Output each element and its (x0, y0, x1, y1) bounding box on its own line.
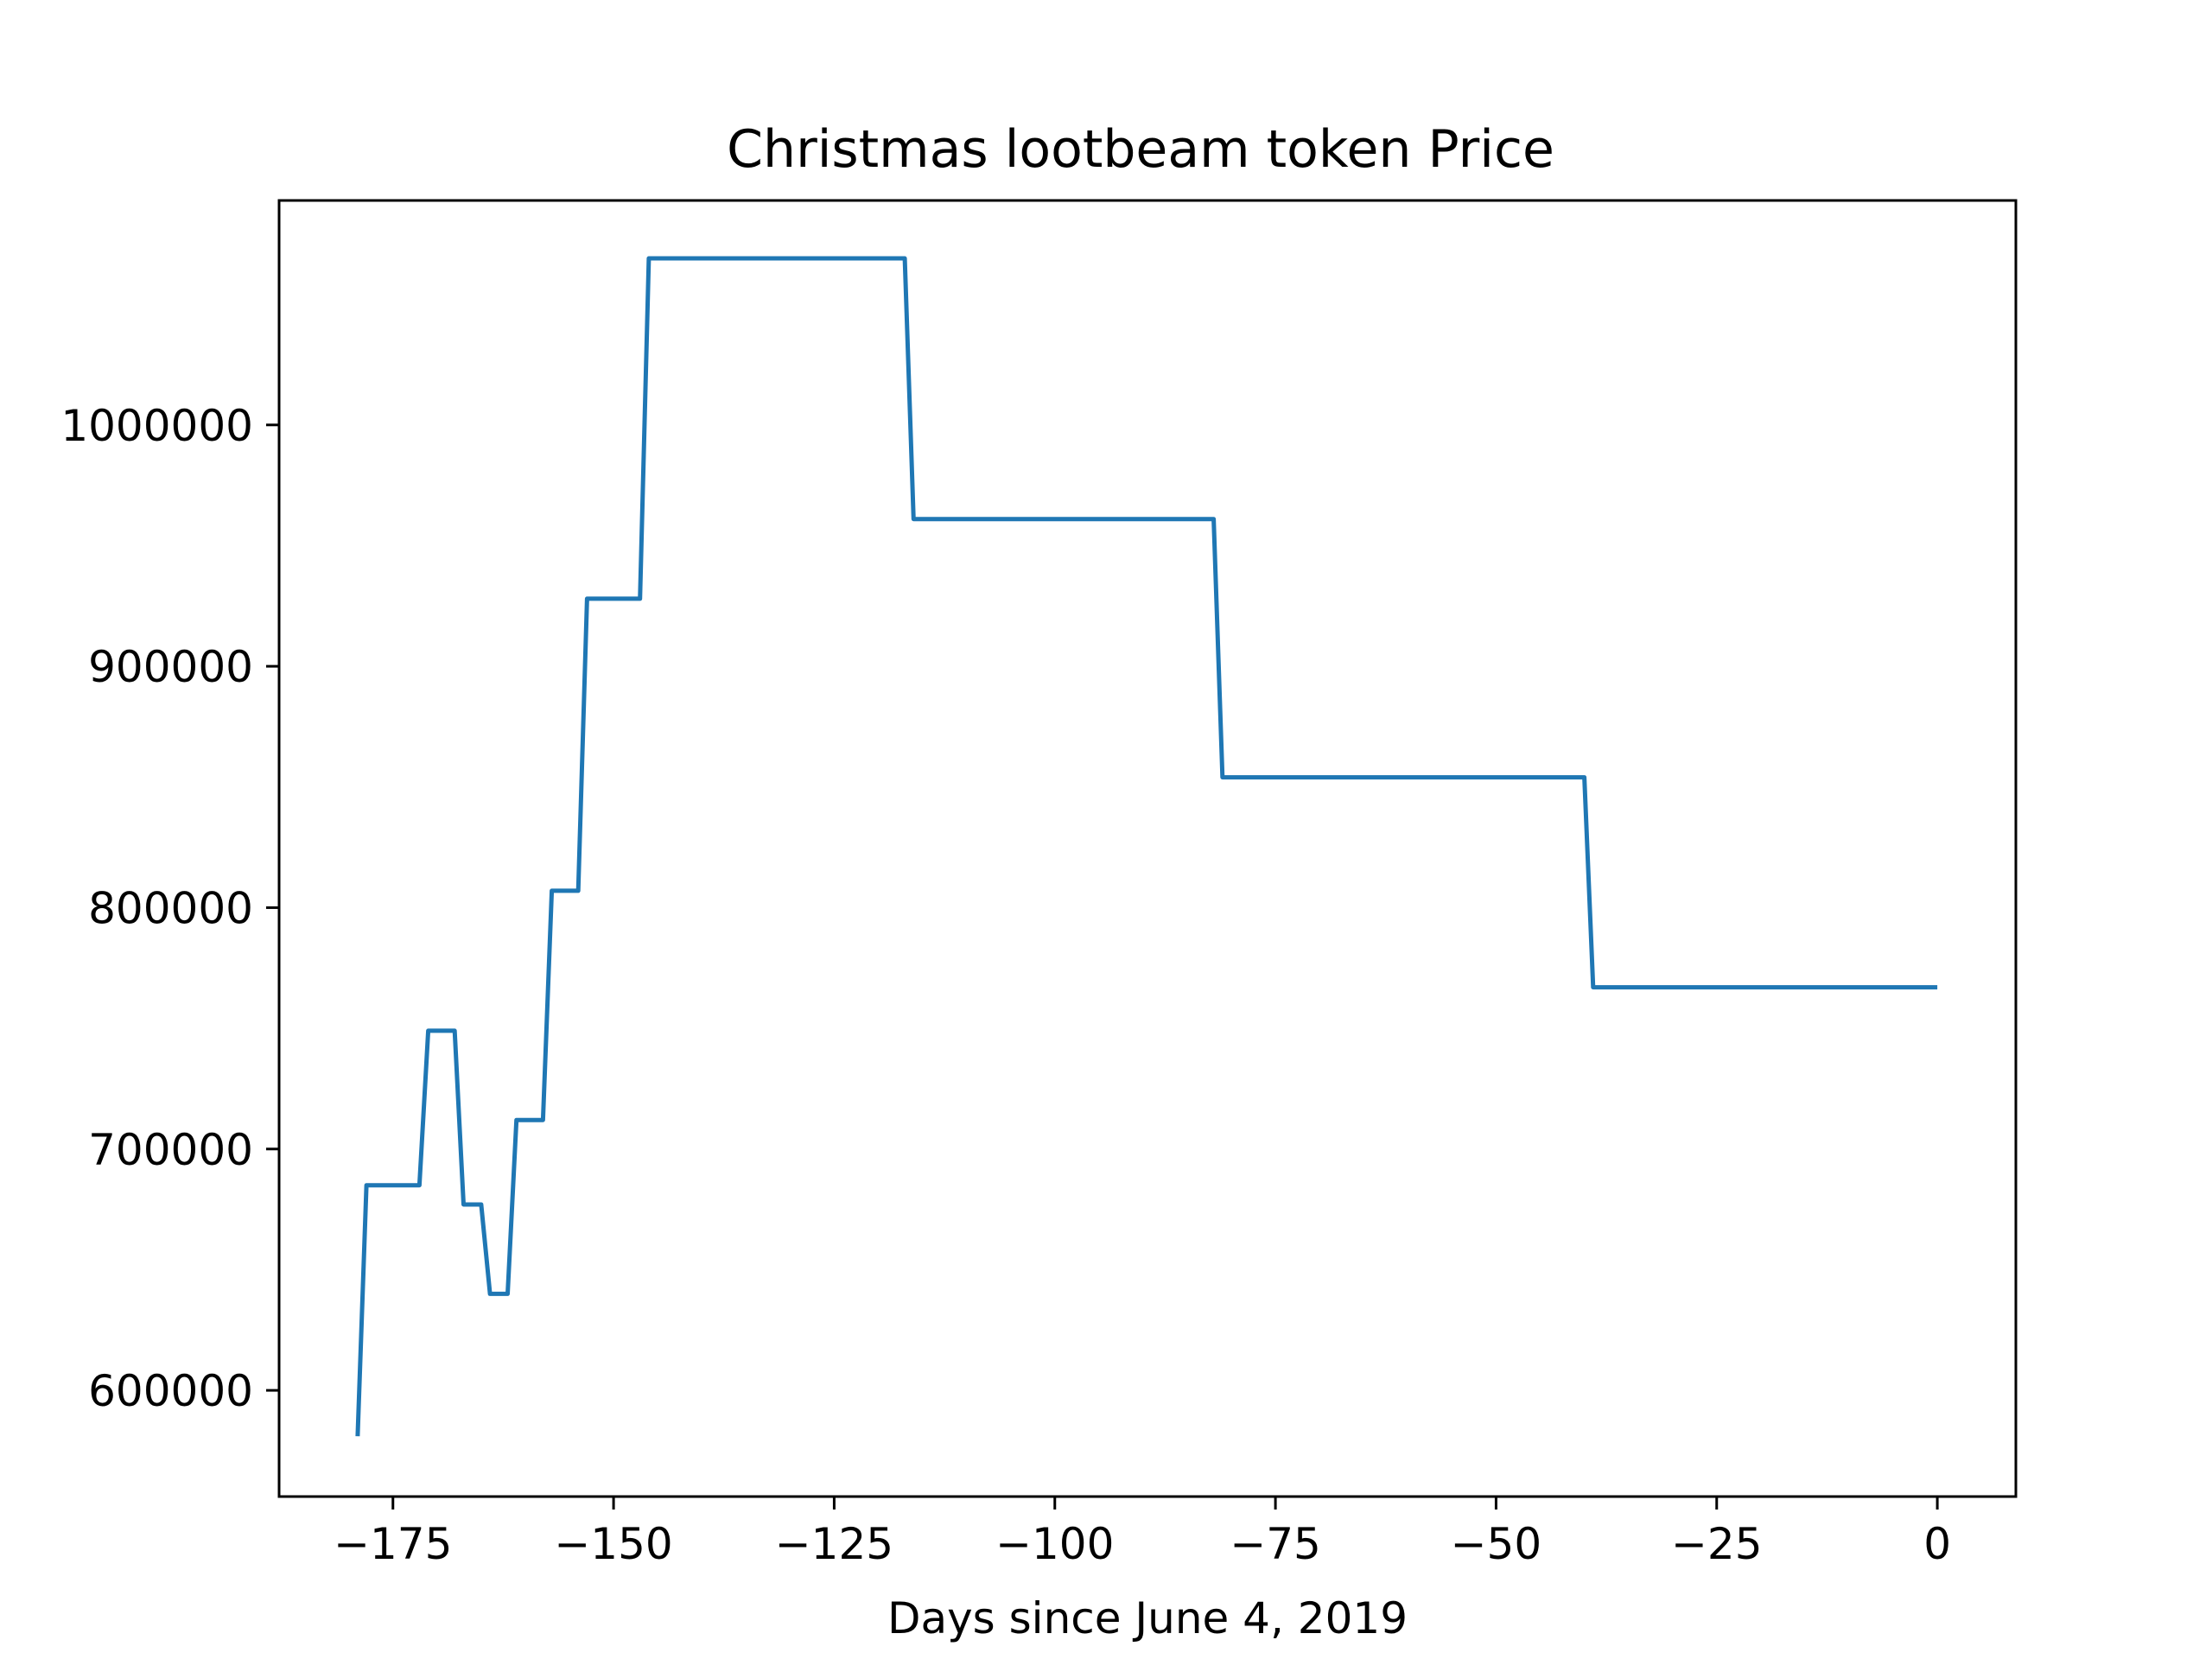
y-tick-label: 700000 (88, 1125, 253, 1175)
x-tick-label: −75 (1230, 1519, 1321, 1569)
axes-frame (277, 199, 2018, 1498)
y-tick-label: 1000000 (60, 401, 253, 451)
x-tick-label: −25 (1671, 1519, 1763, 1569)
x-tick-label: −175 (334, 1519, 452, 1569)
x-tick-label: −150 (554, 1519, 672, 1569)
x-tick-label: −100 (995, 1519, 1114, 1569)
x-axis-label: Days since June 4, 2019 (887, 1593, 1408, 1643)
x-tick-label: 0 (1923, 1519, 1951, 1569)
x-tick-label: −125 (775, 1519, 893, 1569)
y-axis: 600000 700000 800000 900000 1000000 (60, 401, 279, 1416)
y-tick-label: 800000 (88, 883, 253, 933)
y-tick-label: 900000 (88, 642, 253, 692)
plot-area (355, 256, 1938, 1437)
y-tick-label: 600000 (88, 1366, 253, 1416)
chart-title: Christmas lootbeam token Price (727, 119, 1554, 180)
series-line (355, 256, 1938, 1437)
x-tick-label: −50 (1451, 1519, 1542, 1569)
x-axis: −175 −150 −125 −100 −75 −50 −25 0 (334, 1497, 1951, 1569)
